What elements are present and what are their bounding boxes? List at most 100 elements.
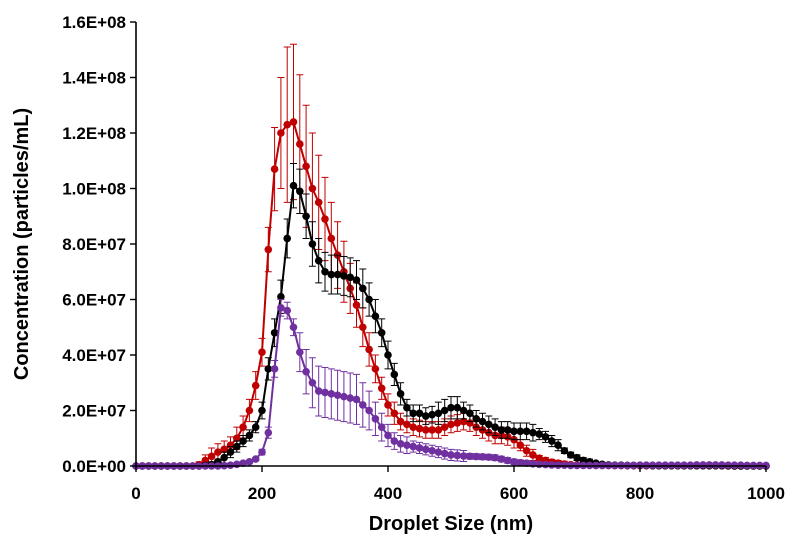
data-point	[214, 448, 222, 456]
data-point	[365, 295, 373, 304]
data-point	[522, 446, 531, 455]
y-tick-label: 1.4E+08	[62, 69, 126, 88]
data-point	[270, 329, 279, 337]
data-point	[283, 120, 292, 129]
data-point	[327, 270, 336, 279]
data-point	[560, 461, 569, 469]
data-point	[661, 461, 669, 469]
x-tick-label: 0	[131, 484, 140, 503]
data-point	[434, 426, 443, 434]
data-point	[535, 454, 543, 463]
data-point	[233, 442, 241, 451]
data-point	[447, 403, 455, 412]
data-point	[289, 323, 298, 332]
data-point	[491, 453, 499, 462]
data-point	[478, 453, 487, 461]
data-point	[529, 451, 537, 459]
data-point	[453, 403, 462, 412]
data-point	[522, 427, 531, 436]
data-point	[245, 431, 254, 440]
data-point	[384, 431, 392, 440]
data-point	[283, 234, 292, 243]
data-point	[258, 406, 266, 415]
data-point	[516, 441, 525, 449]
data-point	[453, 451, 462, 460]
data-point	[403, 420, 411, 429]
data-point	[245, 406, 254, 415]
data-point	[422, 426, 430, 434]
data-point	[258, 448, 266, 456]
y-tick-label: 1.0E+08	[62, 180, 126, 199]
y-tick-label: 2.0E+07	[62, 402, 126, 421]
data-point	[333, 270, 342, 279]
y-tick-label: 1.6E+08	[62, 13, 126, 32]
data-point	[321, 215, 329, 223]
data-point	[233, 434, 241, 443]
data-point	[554, 441, 562, 449]
y-tick-label: 8.0E+07	[62, 235, 126, 254]
data-point	[529, 428, 537, 437]
data-point	[428, 426, 436, 434]
y-tick-label: 0.0E+00	[62, 457, 126, 476]
data-point	[434, 448, 443, 456]
data-point	[440, 449, 449, 458]
data-point	[566, 451, 575, 459]
data-point	[459, 406, 468, 415]
data-point	[497, 426, 506, 434]
data-point	[264, 365, 273, 373]
data-point	[655, 461, 663, 469]
data-point	[233, 460, 241, 469]
y-tick-label: 1.2E+08	[62, 124, 126, 143]
data-point	[226, 448, 235, 456]
x-tick-label: 800	[626, 484, 654, 503]
data-point	[466, 419, 474, 427]
data-point	[573, 453, 581, 462]
data-point	[296, 140, 304, 148]
data-point	[560, 446, 569, 455]
data-point	[321, 388, 329, 397]
data-point	[239, 459, 247, 468]
data-point	[245, 458, 254, 466]
series-layer	[132, 43, 770, 470]
data-point	[548, 437, 556, 445]
data-point	[730, 461, 739, 469]
data-point	[396, 390, 405, 398]
data-point	[440, 406, 449, 415]
data-point	[277, 292, 285, 301]
data-point	[409, 442, 418, 451]
data-point	[466, 452, 474, 461]
data-point	[251, 423, 260, 431]
data-point	[636, 461, 644, 469]
data-point	[459, 452, 468, 460]
data-point	[434, 409, 443, 418]
data-point	[415, 424, 424, 433]
data-point	[371, 312, 380, 320]
data-point	[308, 184, 317, 193]
data-point	[674, 461, 682, 469]
data-point	[296, 187, 304, 196]
data-point	[239, 437, 247, 445]
data-point	[321, 267, 329, 276]
data-point	[302, 162, 310, 171]
data-point	[346, 394, 355, 402]
data-point	[371, 415, 380, 423]
data-point	[270, 365, 279, 373]
y-tick-label: 4.0E+07	[62, 346, 126, 365]
data-point	[447, 420, 455, 429]
series-2	[132, 299, 770, 470]
x-tick-label: 200	[248, 484, 276, 503]
data-point	[409, 423, 418, 431]
data-point	[365, 406, 373, 415]
data-point	[226, 441, 235, 449]
data-point	[491, 423, 499, 431]
data-point	[327, 234, 336, 243]
data-point	[220, 445, 228, 454]
data-point	[251, 455, 260, 463]
data-point	[403, 403, 411, 412]
y-axis-ticks	[130, 21, 136, 467]
data-point	[333, 391, 342, 400]
x-tick-label: 600	[500, 484, 528, 503]
data-point	[296, 348, 304, 357]
data-point	[516, 458, 525, 467]
data-point	[396, 417, 405, 426]
